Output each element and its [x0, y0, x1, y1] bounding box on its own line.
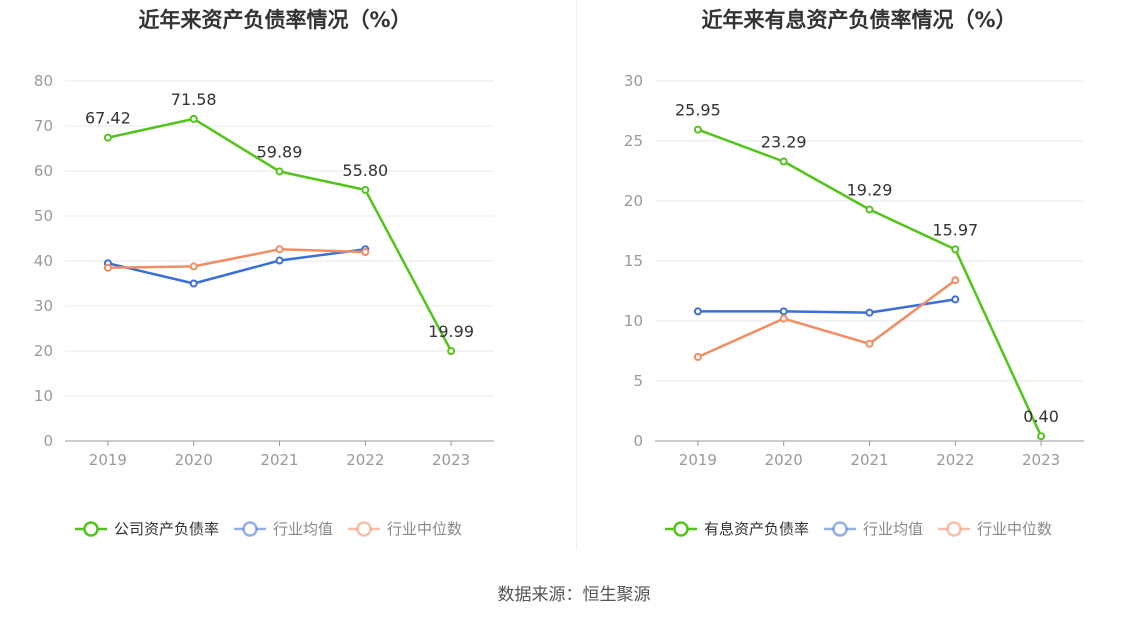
y-tick-label: 10 [34, 387, 53, 405]
x-tick-label: 2023 [1022, 451, 1060, 469]
x-tick-label: 2019 [89, 451, 127, 469]
y-tick-label: 0 [43, 432, 53, 450]
data-point [275, 256, 284, 265]
data-point [361, 185, 370, 194]
data-point [865, 308, 874, 317]
y-tick-label: 40 [34, 252, 53, 270]
x-tick-label: 2020 [765, 451, 803, 469]
legend-line-marker-icon [938, 520, 971, 537]
y-tick-label: 60 [34, 162, 53, 180]
chart-legend: 有息资产负债率 行业均值 行业中位数 [664, 518, 1052, 539]
data-point [865, 205, 874, 214]
legend-item[interactable]: 行业均值 [233, 518, 333, 539]
legend-label: 行业均值 [863, 520, 924, 538]
data-point [693, 353, 702, 361]
series-line-2 [697, 279, 957, 359]
legend-item[interactable]: 有息资产负债率 [664, 518, 809, 539]
y-tick-label: 80 [34, 72, 53, 90]
data-point [779, 307, 788, 316]
y-tick-label: 70 [34, 117, 53, 135]
data-point [951, 245, 960, 254]
legend-line-marker-icon [234, 520, 267, 537]
data-point [361, 248, 370, 256]
chart-title: 近年来有息资产负债率情况（%） [701, 8, 1017, 32]
line-chart-debt-ratio: 0 10 20 30 40 50 60 70 80 2019 2020 2021 2022 2023 67.… [34, 72, 494, 469]
y-tick-label: 25 [624, 132, 643, 150]
data-point [779, 157, 788, 166]
data-label: 55.80 [342, 161, 388, 180]
legend-line-marker-icon [824, 520, 857, 537]
x-tick-label: 2021 [850, 451, 888, 469]
legend-item[interactable]: 公司资产负债率 [74, 518, 219, 539]
chart-legend: 公司资产负债率 行业均值 行业中位数 [74, 518, 462, 539]
legend-line-marker-icon [348, 520, 381, 537]
data-point [103, 263, 112, 272]
x-tick-label: 2021 [260, 451, 298, 469]
legend-item[interactable]: 行业中位数 [347, 518, 462, 539]
data-point [275, 245, 284, 254]
data-point [779, 314, 788, 323]
series-line-0 [697, 128, 1043, 437]
data-label: 15.97 [932, 220, 978, 239]
data-point [189, 262, 198, 271]
x-tick-label: 2020 [175, 451, 213, 469]
data-label: 67.42 [85, 109, 131, 128]
data-source: 数据来源：恒生聚源 [497, 585, 651, 605]
y-tick-label: 50 [34, 207, 53, 225]
legend-label: 行业均值 [273, 520, 334, 538]
data-point [951, 276, 960, 285]
series-line-1 [697, 298, 956, 314]
legend-label: 行业中位数 [387, 520, 463, 538]
y-tick-label: 15 [624, 252, 643, 270]
x-tick-label: 2022 [346, 451, 384, 469]
legend-item[interactable]: 行业中位数 [937, 518, 1052, 539]
y-tick-label: 30 [34, 297, 53, 315]
chart-panel-interest-debt-ratio: 近年来有息资产负债率情况（%） 0 5 10 15 20 25 30 2019 2020 2021… [574, 0, 1148, 560]
legend-item[interactable]: 行业均值 [823, 518, 923, 539]
data-point [865, 339, 874, 348]
data-point [1037, 432, 1046, 441]
data-label: 19.29 [847, 181, 893, 200]
series-line-1 [107, 248, 366, 285]
legend-line-marker-icon [75, 520, 107, 537]
data-label: 59.89 [257, 142, 303, 161]
y-tick-label: 0 [633, 432, 643, 450]
y-tick-label: 5 [633, 372, 643, 390]
legend-label: 有息资产负债率 [704, 520, 810, 538]
legend-label: 行业中位数 [977, 520, 1053, 538]
series-line-2 [107, 248, 366, 269]
data-label: 25.95 [675, 101, 721, 120]
y-tick-label: 30 [624, 72, 643, 90]
y-tick-label: 20 [624, 192, 643, 210]
chart-panel-debt-ratio: 近年来资产负债率情况（%） 0 10 20 30 40 50 60 70 80 2019 2020 2… [0, 0, 574, 560]
data-point [189, 279, 198, 288]
legend-line-marker-icon [665, 520, 697, 537]
data-point [693, 307, 702, 316]
data-point [103, 133, 112, 142]
x-tick-label: 2019 [679, 451, 717, 469]
data-point [189, 114, 198, 123]
line-chart-interest-debt-ratio: 0 5 10 15 20 25 30 2019 2020 2021 2022 2023 25.95 23.… [624, 72, 1084, 469]
data-label: 71.58 [171, 90, 217, 109]
data-point [951, 295, 960, 304]
x-tick-label: 2023 [432, 451, 470, 469]
panel-divider [576, 0, 577, 550]
chart-title: 近年来资产负债率情况（%） [138, 8, 412, 32]
data-point [447, 347, 456, 356]
data-label: 19.99 [428, 322, 474, 341]
data-point [693, 125, 702, 134]
data-label: 0.40 [1023, 407, 1059, 426]
x-tick-label: 2022 [936, 451, 974, 469]
data-label: 23.29 [761, 133, 807, 152]
y-tick-label: 20 [34, 342, 53, 360]
y-tick-label: 10 [624, 312, 643, 330]
legend-label: 公司资产负债率 [114, 520, 220, 538]
data-point [275, 167, 284, 176]
